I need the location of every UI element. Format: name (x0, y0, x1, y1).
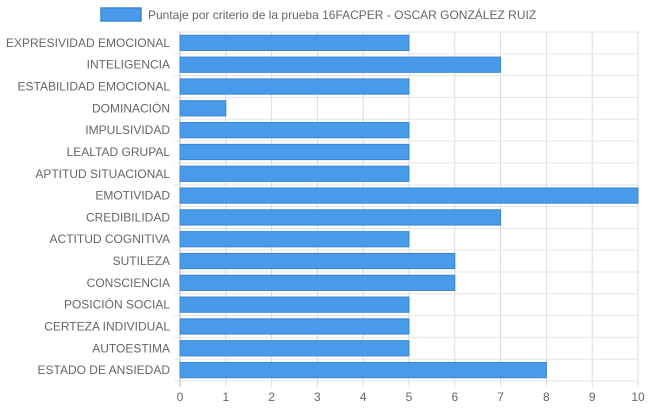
legend-swatch[interactable] (100, 7, 142, 22)
x-tick-label: 1 (222, 390, 229, 404)
category-labels: EXPRESIVIDAD EMOCIONAL INTELIGENCIA ESTABI… (6, 36, 170, 377)
category-label: EXPRESIVIDAD EMOCIONAL (6, 36, 170, 50)
x-tick-label: 8 (543, 390, 550, 404)
bar[interactable] (179, 100, 227, 117)
x-tick-label: 3 (314, 390, 321, 404)
x-tick-label: 6 (451, 390, 458, 404)
bar[interactable] (179, 252, 456, 270)
x-axis-tick-labels: 0 1 2 3 4 5 6 7 8 9 10 (177, 390, 645, 404)
bar[interactable] (179, 34, 410, 52)
category-label: ACTITUD COGNITIVA (50, 232, 170, 246)
bar[interactable] (179, 143, 410, 161)
x-tick-label: 2 (268, 390, 275, 404)
chart-bars (179, 34, 639, 379)
x-tick-label: 10 (631, 390, 645, 404)
x-tick-label: 9 (589, 390, 596, 404)
category-label: CREDIBILIDAD (86, 210, 170, 224)
bar[interactable] (179, 340, 410, 357)
chart-legend[interactable]: Puntaje por criterio de la prueba 16FACP… (100, 7, 536, 22)
bar[interactable] (179, 165, 410, 182)
bar[interactable] (179, 361, 547, 379)
bar[interactable] (179, 209, 502, 226)
x-tick-label: 4 (360, 390, 367, 404)
category-label: SUTILEZA (113, 254, 170, 268)
bar[interactable] (179, 56, 502, 73)
category-label: EMOTIVIDAD (95, 189, 170, 203)
bar[interactable] (179, 122, 410, 139)
category-label: ESTADO DE ANSIEDAD (38, 363, 171, 377)
x-tick-label: 5 (406, 390, 413, 404)
category-label: ESTABILIDAD EMOCIONAL (18, 80, 171, 94)
x-tick-label: 0 (177, 390, 184, 404)
legend-label[interactable]: Puntaje por criterio de la prueba 16FACP… (148, 7, 536, 22)
category-label: CONSCIENCIA (87, 276, 170, 290)
category-label: CERTEZA INDIVIDUAL (44, 319, 170, 333)
category-label: POSICIÓN SOCIAL (64, 297, 170, 312)
category-label: APTITUD SITUACIONAL (35, 167, 170, 181)
category-label: LEALTAD GRUPAL (67, 145, 171, 159)
category-label: INTELIGENCIA (87, 58, 170, 72)
x-tick-label: 7 (497, 390, 504, 404)
bar[interactable] (179, 318, 410, 335)
category-label: IMPULSIVIDAD (85, 123, 170, 137)
category-label: DOMINACIÓN (92, 100, 170, 115)
category-label: AUTOESTIMA (92, 341, 170, 355)
bar[interactable] (179, 78, 410, 95)
bar[interactable] (179, 274, 456, 291)
bar[interactable] (179, 231, 410, 248)
bar[interactable] (179, 187, 639, 204)
bar[interactable] (179, 296, 410, 313)
